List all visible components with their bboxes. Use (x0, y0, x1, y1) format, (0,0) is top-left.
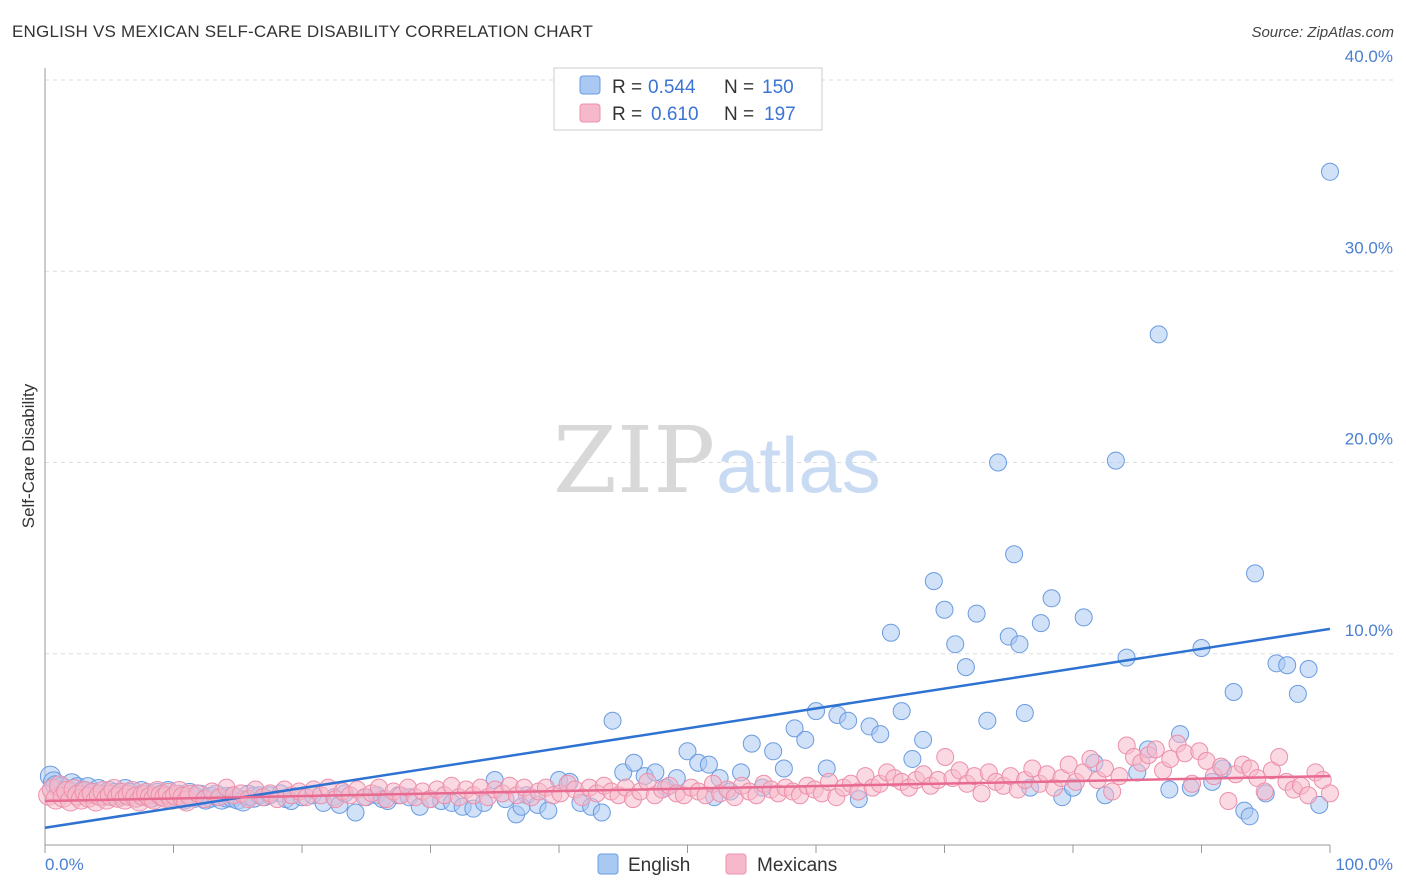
mexicans-point (936, 748, 955, 767)
mexicans-point (1212, 757, 1231, 776)
mexicans-point (1095, 759, 1114, 778)
english-point (774, 759, 793, 778)
english-point (989, 453, 1008, 472)
english-point (1106, 451, 1125, 470)
english-point (678, 742, 697, 761)
mexicans-point (972, 784, 991, 803)
english-point (1246, 564, 1265, 583)
mexicans-point (1321, 784, 1339, 803)
english-point (914, 730, 933, 749)
bottom-legend: English Mexicans (597, 853, 837, 876)
english-point (881, 623, 900, 642)
mexicans-point (1219, 792, 1238, 811)
english-point (1010, 635, 1029, 654)
x-ticks (44, 845, 1331, 853)
english-point (967, 604, 986, 623)
watermark-atlas: atlas (716, 421, 881, 509)
mexicans-point (1081, 749, 1100, 768)
english-point (764, 742, 783, 761)
mexicans-point (1059, 755, 1078, 774)
legend-mexicans-swatch (579, 103, 601, 123)
legend-english-swatch (579, 75, 601, 95)
legend-mexicans-n-label: N = (724, 104, 754, 125)
english-point (1005, 545, 1024, 564)
gridlines (45, 79, 1395, 655)
source-label: Source: ZipAtlas.com (1251, 24, 1394, 41)
y-tick-label: 30.0% (1345, 238, 1393, 257)
legend-english-r-value: 0.544 (648, 77, 696, 98)
legend-english-n-value: 150 (762, 77, 794, 98)
english-point (1278, 656, 1297, 675)
english-point (956, 658, 975, 677)
trend-lines (44, 627, 1331, 830)
english-point (1031, 614, 1050, 633)
english-point (1117, 648, 1136, 667)
mexican-trend-line (44, 774, 1331, 803)
english-point (1042, 589, 1061, 608)
english-point (924, 572, 943, 591)
mexicans-point (1255, 782, 1274, 801)
mexicans-point (1299, 786, 1318, 805)
english-point (346, 803, 365, 822)
english-point (1074, 608, 1093, 627)
english-point (839, 711, 858, 730)
legend: R = 0.544 N = 150 R = 0.610 N = 197 (553, 67, 823, 131)
english-point (742, 734, 761, 753)
english-point (624, 753, 643, 772)
y-tick-label: 40.0% (1345, 47, 1393, 66)
english-point (1224, 683, 1243, 701)
legend-mexicans-n-value: 197 (764, 104, 796, 125)
english-point (946, 635, 965, 654)
y-tick-labels: 10.0% 20.0% 30.0% 40.0% (1345, 47, 1393, 640)
mexicans-point (1146, 740, 1165, 759)
english-point (1015, 704, 1034, 723)
english-point (978, 711, 997, 730)
english-point (785, 719, 804, 738)
mexicans-point (1270, 748, 1289, 767)
mexicans-point (1110, 767, 1129, 786)
watermark-zip: ZIP (553, 407, 715, 514)
legend-english-r-label: R = (612, 77, 642, 98)
mexicans-point (1103, 782, 1122, 801)
english-point (1160, 780, 1179, 799)
english-point (903, 749, 922, 768)
bottom-legend-english-label: English (628, 855, 690, 876)
english-point (935, 600, 954, 619)
english-point (796, 730, 815, 749)
english-point (807, 702, 825, 721)
english-point (592, 803, 611, 822)
y-tick-label: 20.0% (1345, 430, 1393, 449)
english-point (892, 702, 911, 721)
english-point (871, 725, 890, 744)
x-tick-label-right: 100.0% (1335, 855, 1393, 874)
chart-title: ENGLISH VS MEXICAN SELF-CARE DISABILITY … (12, 22, 594, 41)
english-point (539, 801, 558, 820)
bottom-legend-mexicans-swatch (725, 853, 747, 875)
english-point (1321, 162, 1339, 181)
bottom-legend-english-swatch (597, 853, 619, 875)
english-point (1299, 660, 1318, 679)
legend-mexicans-r-value: 0.610 (651, 104, 699, 125)
y-axis-label: Self-Care Disability (19, 383, 38, 528)
y-tick-label: 10.0% (1345, 621, 1393, 640)
english-trend-line (44, 627, 1331, 830)
english-point (699, 755, 718, 774)
legend-mexicans-r-label: R = (612, 104, 642, 125)
legend-english-n-label: N = (724, 77, 754, 98)
english-point (1149, 325, 1168, 344)
bottom-legend-mexicans-label: Mexicans (757, 855, 837, 876)
english-point (1240, 807, 1259, 826)
x-tick-label-left: 0.0% (45, 855, 84, 874)
english-point (603, 711, 622, 730)
english-point (1288, 684, 1307, 703)
